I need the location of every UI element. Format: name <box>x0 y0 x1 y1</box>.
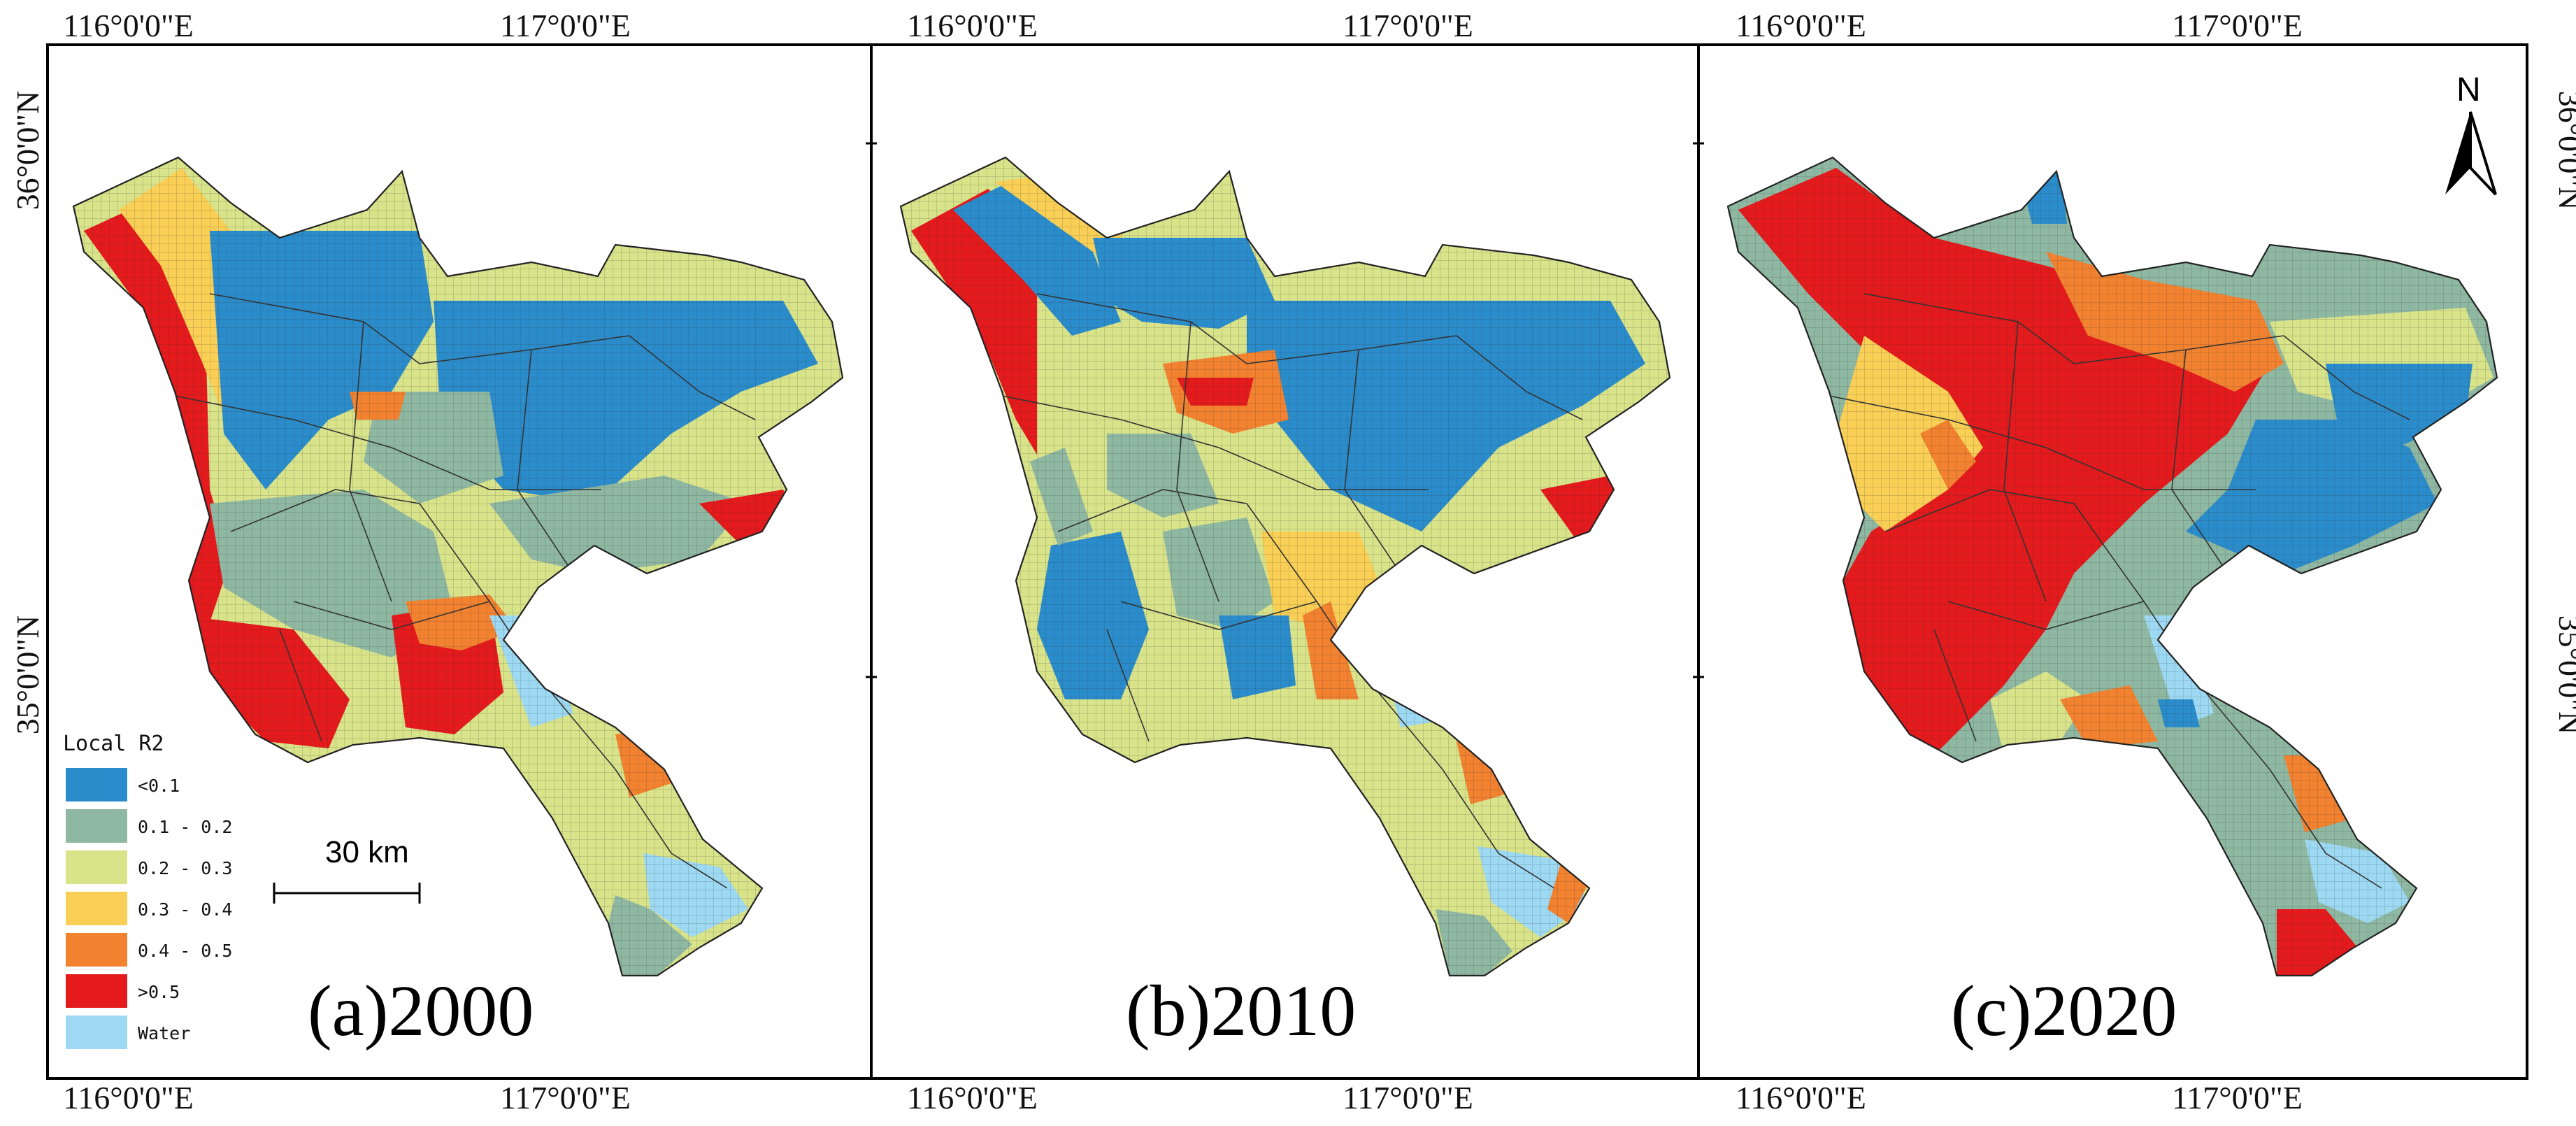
lat-label-right-36: 36°0'0"N <box>2552 91 2576 211</box>
legend-label-01-02: 0.1 - 0.2 <box>138 817 232 837</box>
district-boundary-a-4 <box>517 349 574 574</box>
legend-label-water: Water <box>138 1023 190 1043</box>
grid-cells-b <box>901 157 1670 976</box>
district-boundary-b-3 <box>1176 321 1219 602</box>
lon-label-top-b-116: 116°0'0"E <box>907 8 1038 43</box>
legend-item-01-02: 0.1 - 0.2 <box>66 809 232 843</box>
district-boundary-b-4 <box>1344 349 1401 574</box>
lat-label-right-35: 35°0'0"N <box>2552 615 2576 735</box>
legend-swatch-02-03 <box>66 850 127 884</box>
district-boundary-c-8 <box>2269 769 2382 889</box>
local-r2-zones-a <box>73 157 843 976</box>
district-boundary-c-5 <box>2283 335 2410 420</box>
district-boundary-a-3 <box>349 321 392 602</box>
lon-label-top-a-117: 117°0'0"E <box>500 8 631 43</box>
district-boundary-c-7 <box>1947 601 2145 630</box>
north-label: N <box>2456 71 2481 108</box>
lon-label-bottom-b-117: 117°0'0"E <box>1343 1080 1473 1116</box>
lon-label-bottom-a-117: 117°0'0"E <box>500 1080 631 1116</box>
district-boundary-c-2 <box>1884 489 2075 532</box>
legend-label-lt01: <0.1 <box>138 776 180 796</box>
district-boundary-a-1 <box>153 391 601 490</box>
lon-label-top-a-116: 116°0'0"E <box>63 8 194 43</box>
grid-cells-c <box>1728 157 2497 976</box>
district-boundary-a-5 <box>629 335 756 420</box>
legend-label-gt05: >0.5 <box>138 982 180 1002</box>
district-boundary-b-8 <box>1442 769 1555 889</box>
legend-title: Local R2 <box>63 732 164 756</box>
lon-label-bottom-c-117: 117°0'0"E <box>2172 1080 2303 1116</box>
legend-swatch-gt05 <box>66 974 127 1008</box>
district-boundary-b-7 <box>1120 601 1317 630</box>
legend: Local R2 <0.1 0.1 - 0.2 0.2 - 0.3 0.3 - … <box>63 732 232 1049</box>
local-r2-zones-c <box>1728 157 2497 976</box>
lon-label-bottom-a-116: 116°0'0"E <box>63 1080 194 1116</box>
grid-cells-a <box>73 157 843 976</box>
legend-item-03-04: 0.3 - 0.4 <box>66 892 232 925</box>
legend-swatch-01-02 <box>66 809 127 843</box>
legend-item-lt01: <0.1 <box>66 768 180 801</box>
legend-item-gt05: >0.5 <box>66 974 180 1008</box>
north-arrow: N <box>2445 71 2497 196</box>
lon-label-bottom-c-116: 116°0'0"E <box>1736 1080 1866 1116</box>
map-panel-a <box>72 156 844 977</box>
region-outline-c <box>1726 156 2498 977</box>
district-boundary-c-1 <box>1808 391 2256 490</box>
legend-label-02-03: 0.2 - 0.3 <box>138 858 232 878</box>
district-boundary-a-2 <box>230 489 420 532</box>
district-boundary-a-8 <box>615 769 728 889</box>
panel-label-b: (b)2010 <box>1126 971 1356 1051</box>
legend-item-04-05: 0.4 - 0.5 <box>66 933 232 967</box>
district-boundary-c-4 <box>2171 349 2228 574</box>
district-boundary-b-1 <box>980 391 1429 490</box>
legend-swatch-water <box>66 1015 127 1049</box>
map-panel-c <box>1726 156 2498 977</box>
district-boundary-c-3 <box>2003 321 2047 602</box>
district-boundary-c-9 <box>1933 629 1977 742</box>
legend-swatch-lt01 <box>66 768 127 801</box>
panel-label-c: (c)2020 <box>1951 971 2177 1051</box>
lat-label-left-36: 36°0'0"N <box>10 91 45 211</box>
legend-swatch-04-05 <box>66 933 127 967</box>
legend-label-03-04: 0.3 - 0.4 <box>138 899 232 920</box>
map-panel-b <box>899 156 1671 977</box>
panel-frame-c <box>1697 43 2528 1080</box>
district-boundary-b-5 <box>1456 335 1583 420</box>
lat-label-left-35: 35°0'0"N <box>10 615 45 735</box>
panel-label-a: (a)2000 <box>308 971 534 1051</box>
district-boundary-a-7 <box>293 601 490 630</box>
district-boundary-a-0 <box>209 293 630 364</box>
scale-bar-label: 30 km <box>325 835 409 869</box>
region-outline-a <box>72 156 844 977</box>
local-r2-zones-b <box>901 157 1670 976</box>
lon-label-top-c-116: 116°0'0"E <box>1736 8 1866 43</box>
lon-label-top-c-117: 117°0'0"E <box>2172 8 2303 43</box>
lon-label-bottom-b-116: 116°0'0"E <box>907 1080 1038 1116</box>
scale-bar: 30 km <box>273 835 421 904</box>
legend-item-02-03: 0.2 - 0.3 <box>66 850 232 884</box>
district-boundary-b-9 <box>1106 629 1150 742</box>
district-boundary-b-0 <box>1036 293 1457 364</box>
legend-swatch-03-04 <box>66 892 127 925</box>
region-outline-b <box>899 156 1671 977</box>
legend-label-04-05: 0.4 - 0.5 <box>138 941 232 961</box>
legend-item-water: Water <box>66 1015 190 1049</box>
district-boundary-c-0 <box>1863 293 2284 364</box>
district-boundary-a-9 <box>279 629 322 742</box>
district-boundary-b-2 <box>1057 489 1247 532</box>
north-arrow-icon <box>2445 112 2470 194</box>
lon-label-top-b-117: 117°0'0"E <box>1343 8 1473 43</box>
